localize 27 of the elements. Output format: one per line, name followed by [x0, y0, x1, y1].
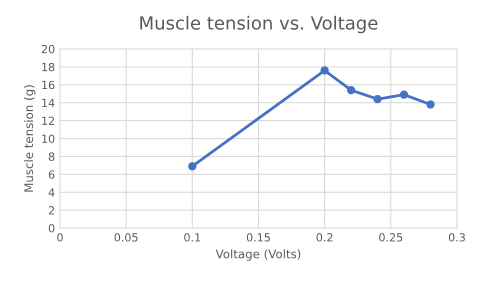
x-tick-label: 0.2 [316, 233, 332, 242]
y-tick-label: 14 [42, 98, 55, 107]
y-tick-label: 2 [48, 206, 54, 214]
y-tick-label: 10 [42, 134, 54, 143]
x-tick-label: 0.15 [246, 233, 270, 242]
point [188, 162, 196, 170]
point [320, 66, 329, 75]
x-tick-label: 0.3 [448, 233, 465, 242]
point [400, 90, 408, 99]
x-axis-title: Voltage (Volts) [216, 249, 300, 261]
chart-title: Muscle tension vs. Voltage [140, 16, 378, 34]
y-tick-label: 8 [48, 152, 54, 161]
x-tick-label: 0 [57, 233, 63, 242]
x-tick-label: 0.1 [184, 233, 200, 242]
y-tick-label: 4 [48, 188, 55, 196]
y-axis-title: Muscle tension (g) [24, 85, 36, 192]
x-tick-label: 0.05 [114, 233, 138, 242]
y-tick-label: 12 [42, 116, 54, 125]
y-tick-label: 6 [48, 170, 54, 179]
y-tick-label: 20 [42, 44, 54, 54]
point [373, 94, 382, 104]
point [426, 100, 435, 109]
y-tick-label: 16 [42, 80, 54, 90]
y-tick-label: 0 [48, 224, 54, 232]
y-tick-label: 18 [42, 62, 54, 72]
point [346, 86, 356, 94]
x-tick-label: 0.25 [379, 233, 402, 242]
